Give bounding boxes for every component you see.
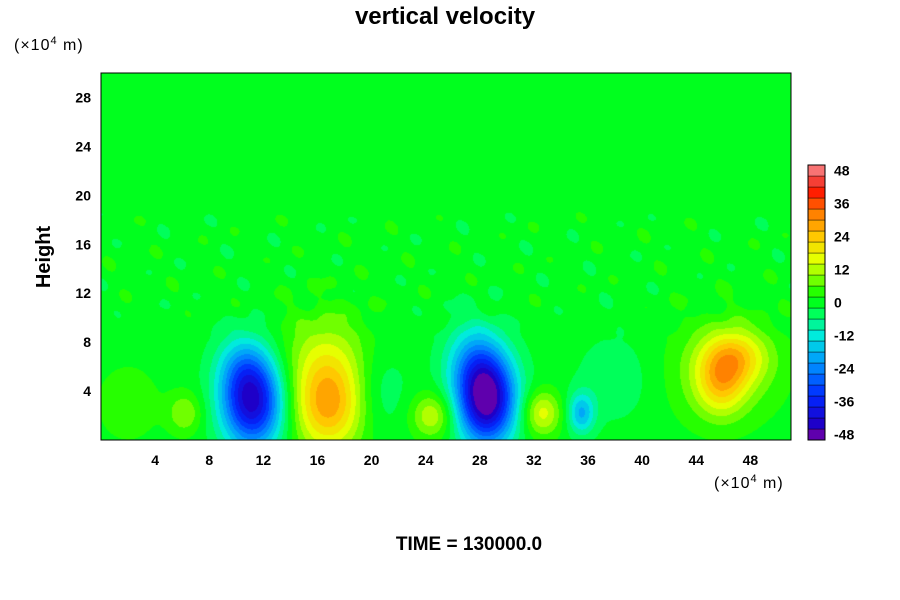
y-unit-label: (×104 m) [14,35,84,54]
time-label: TIME = 130000.0 [396,534,542,555]
colorbar-segment [807,340,826,353]
colorbar-segment [807,307,826,320]
y-tick-label: 28 [75,89,91,105]
x-tick-label: 28 [472,452,488,468]
x-tick-label: 32 [526,452,542,468]
x-tick-label: 8 [205,452,213,468]
y-tick-label: 4 [83,383,91,399]
x-unit-label: (×104 m) [714,473,784,492]
colorbar-segment [807,263,826,276]
colorbar-tick-label: -48 [834,427,854,443]
y-tick-label: 20 [75,187,91,203]
colorbar-segment [807,417,826,430]
y-tick-label: 24 [75,138,91,154]
chart-title: vertical velocity [355,3,536,30]
x-tick-label: 12 [256,452,272,468]
colorbar-segment [807,241,826,254]
y-axis-label: Height [33,226,55,289]
colorbar-segment [807,373,826,386]
colorbar-segment [807,318,826,331]
x-tick-label: 36 [580,452,596,468]
colorbar-segment [807,186,826,199]
plot-frame [100,72,792,441]
x-tick-label: 4 [151,452,159,468]
colorbar-segment [807,296,826,309]
colorbar-segment [807,329,826,342]
colorbar-segment [807,406,826,419]
colorbar-segment [807,274,826,287]
x-tick-label: 20 [364,452,380,468]
colorbar-tick-label: 12 [834,262,850,278]
colorbar-segment [807,428,826,441]
x-axis-ticks: 4 8 12 16 20 24 28 32 36 40 44 48 [151,452,758,468]
y-tick-label: 16 [75,236,91,252]
x-tick-label: 24 [418,452,434,468]
colorbar-segment [807,164,826,177]
colorbar-segment [807,351,826,364]
colorbar-tick-label: -24 [834,361,854,377]
colorbar-segment [807,230,826,243]
colorbar-frame [807,164,826,441]
colorbar-tick-label: 48 [834,163,850,179]
colorbar-tick-label: 0 [834,295,842,311]
colorbar-segment [807,285,826,298]
x-tick-label: 44 [689,452,705,468]
colorbar-segment [807,175,826,188]
colorbar-tick-label: -36 [834,394,854,410]
colorbar-segment [807,208,826,221]
y-tick-label: 8 [83,334,91,350]
colorbar-ticks: 48 36 24 12 0 -12 -24 -36 -48 [834,163,854,443]
colorbar [807,164,826,441]
colorbar-segment [807,384,826,397]
x-tick-label: 16 [310,452,326,468]
colorbar-tick-label: 36 [834,196,850,212]
heatmap-field [101,73,791,440]
colorbar-segment [807,197,826,210]
x-tick-label: 48 [743,452,759,468]
colorbar-segment [807,362,826,375]
colorbar-segment [807,395,826,408]
x-tick-label: 40 [634,452,650,468]
y-tick-label: 12 [75,285,91,301]
colorbar-segment [807,252,826,265]
y-axis-ticks: 4 8 12 16 20 24 28 [75,89,91,399]
colorbar-segment [807,219,826,232]
colorbar-tick-label: 24 [834,229,850,245]
colorbar-tick-label: -12 [834,328,854,344]
